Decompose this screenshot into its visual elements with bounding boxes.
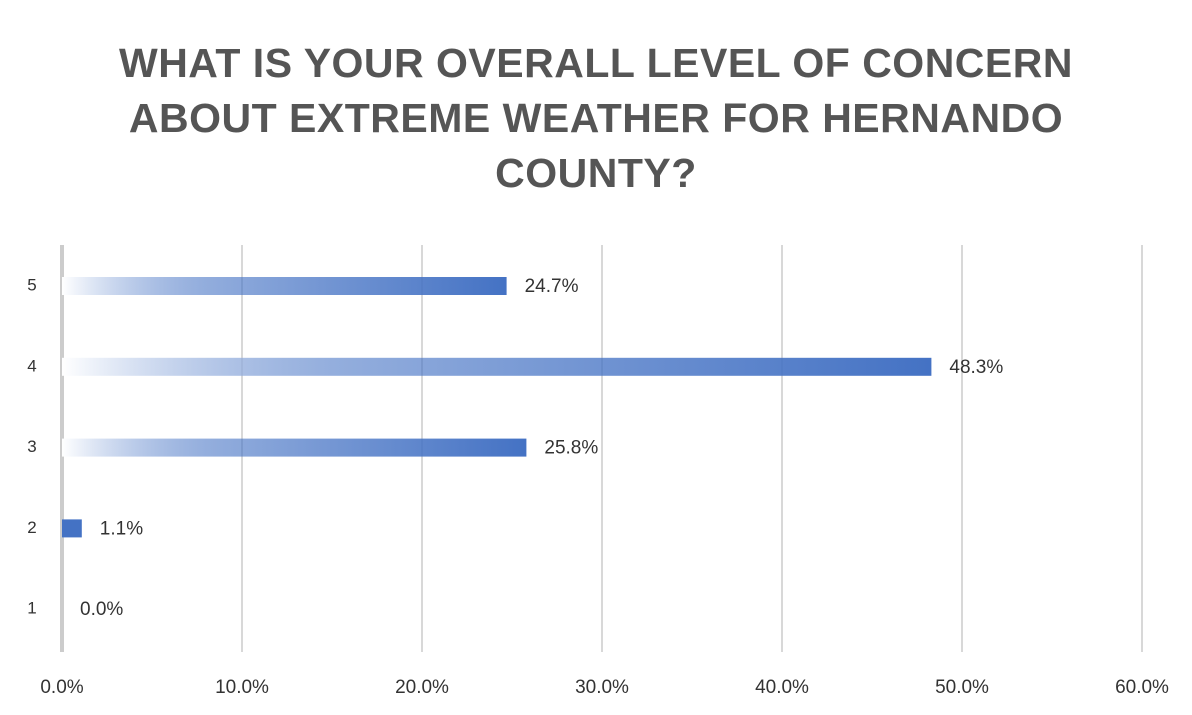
value-label: 48.3% [949, 357, 1003, 378]
bar [62, 438, 527, 457]
x-tick-label: 40.0% [755, 677, 809, 698]
x-tick-label: 10.0% [215, 677, 269, 698]
bar [62, 519, 82, 538]
y-tick-label: 1 [27, 599, 36, 618]
value-label: 0.0% [80, 599, 123, 620]
x-tick-label: 20.0% [395, 677, 449, 698]
x-tick-label: 30.0% [575, 677, 629, 698]
chart-title: WHAT IS YOUR OVERALL LEVEL OF CONCERN AB… [119, 40, 1073, 196]
bar [62, 277, 507, 295]
bar [62, 357, 932, 376]
x-tick-label: 50.0% [935, 677, 989, 698]
value-label: 25.8% [544, 438, 598, 459]
y-tick-label: 3 [27, 437, 36, 456]
value-label: 1.1% [100, 518, 143, 539]
y-tick-label: 4 [27, 356, 36, 375]
value-label: 24.7% [525, 276, 579, 297]
y-tick-label: 5 [27, 275, 36, 294]
x-tick-label: 60.0% [1115, 677, 1169, 698]
x-tick-label: 0.0% [40, 677, 83, 698]
y-tick-label: 2 [27, 518, 36, 537]
